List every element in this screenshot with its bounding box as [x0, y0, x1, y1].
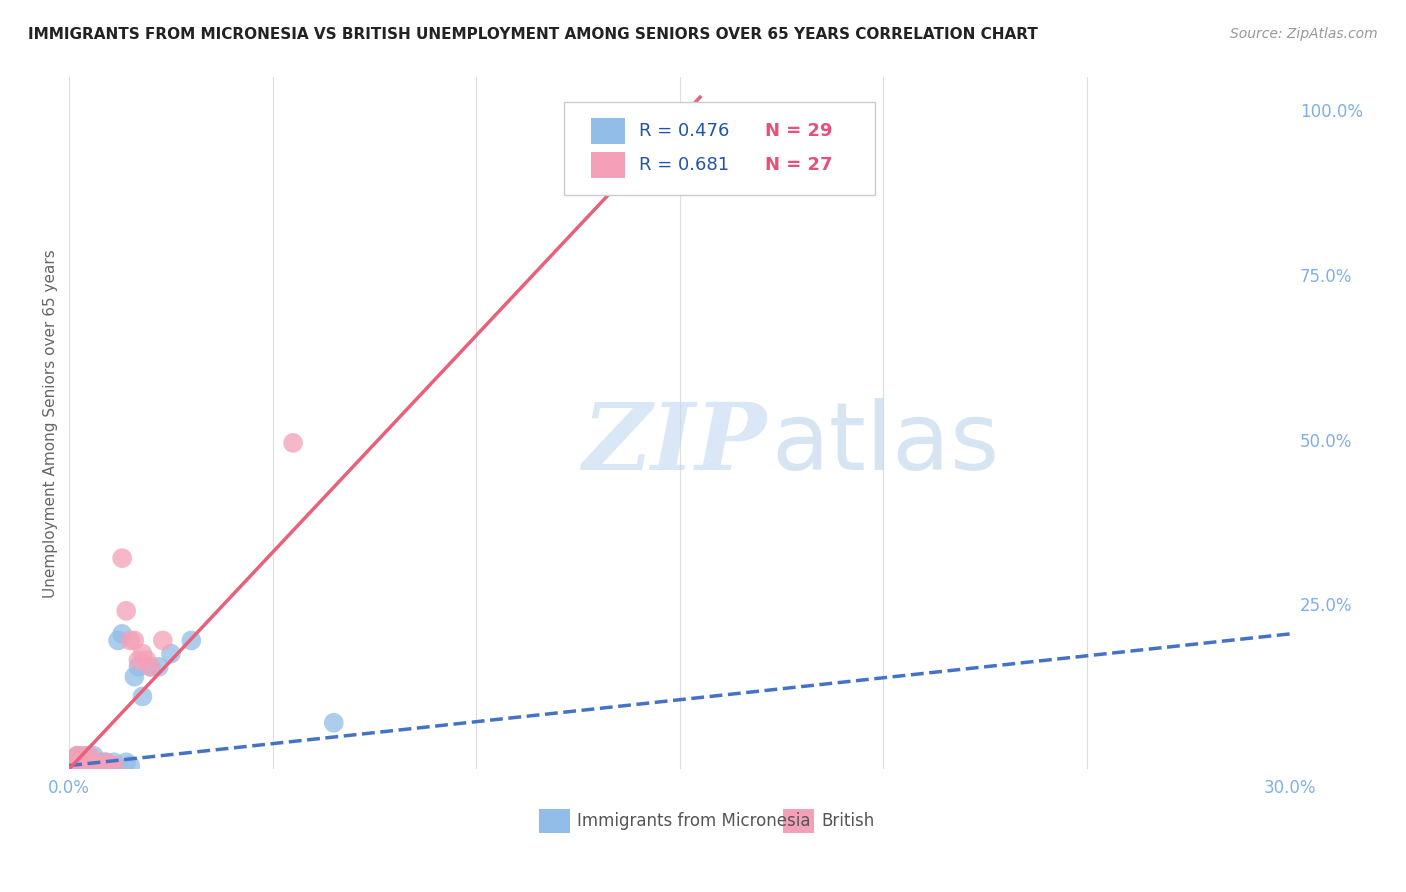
Point — [79, 748, 101, 763]
FancyBboxPatch shape — [783, 809, 814, 833]
Point — [66, 748, 89, 763]
Point — [83, 758, 105, 772]
Y-axis label: Unemployment Among Seniors over 65 years: Unemployment Among Seniors over 65 years — [44, 249, 58, 598]
Point — [160, 647, 183, 661]
Text: Immigrants from Micronesia: Immigrants from Micronesia — [576, 812, 811, 830]
Point — [94, 758, 117, 772]
Text: British: British — [821, 812, 875, 830]
Point — [94, 756, 117, 770]
Point — [115, 604, 138, 618]
Point — [180, 633, 202, 648]
Point — [75, 758, 97, 772]
Point — [79, 756, 101, 770]
Point — [148, 660, 170, 674]
Point — [689, 133, 711, 147]
Point — [124, 670, 146, 684]
Point — [75, 758, 97, 772]
Point — [62, 752, 84, 766]
Point — [83, 758, 105, 772]
Point — [94, 756, 117, 770]
Text: Source: ZipAtlas.com: Source: ZipAtlas.com — [1230, 27, 1378, 41]
Point — [139, 660, 162, 674]
Point — [83, 748, 105, 763]
Text: N = 27: N = 27 — [765, 156, 832, 174]
Text: R = 0.681: R = 0.681 — [640, 156, 730, 174]
Point — [66, 756, 89, 770]
Point — [83, 756, 105, 770]
Point — [70, 758, 93, 772]
FancyBboxPatch shape — [564, 102, 875, 195]
Point — [111, 627, 134, 641]
Point — [120, 758, 142, 772]
FancyBboxPatch shape — [591, 118, 624, 144]
Point — [152, 633, 174, 648]
Point — [322, 715, 344, 730]
FancyBboxPatch shape — [540, 809, 569, 833]
Point — [107, 633, 129, 648]
Point — [62, 758, 84, 772]
Point — [87, 758, 110, 772]
Point — [90, 756, 112, 770]
Point — [127, 660, 149, 674]
Point — [115, 756, 138, 770]
Text: N = 29: N = 29 — [765, 121, 832, 140]
Point — [120, 633, 142, 648]
Point — [103, 756, 125, 770]
FancyBboxPatch shape — [591, 153, 624, 178]
Point — [103, 758, 125, 772]
Point — [98, 758, 121, 772]
Point — [281, 436, 304, 450]
Point — [90, 758, 112, 772]
Point — [79, 758, 101, 772]
Point — [111, 551, 134, 566]
Point — [66, 756, 89, 770]
Point — [139, 660, 162, 674]
Point — [124, 633, 146, 648]
Point — [62, 758, 84, 772]
Point — [127, 653, 149, 667]
Text: atlas: atlas — [772, 398, 1000, 490]
Point — [131, 690, 153, 704]
Point — [70, 748, 93, 763]
Point — [66, 748, 89, 763]
Text: ZIP: ZIP — [582, 399, 766, 489]
Point — [75, 748, 97, 763]
Point — [70, 756, 93, 770]
Point — [70, 758, 93, 772]
Point — [87, 758, 110, 772]
Text: IMMIGRANTS FROM MICRONESIA VS BRITISH UNEMPLOYMENT AMONG SENIORS OVER 65 YEARS C: IMMIGRANTS FROM MICRONESIA VS BRITISH UN… — [28, 27, 1038, 42]
Text: R = 0.476: R = 0.476 — [640, 121, 730, 140]
Point — [131, 647, 153, 661]
Point — [98, 758, 121, 772]
Point — [79, 758, 101, 772]
Point — [135, 653, 157, 667]
